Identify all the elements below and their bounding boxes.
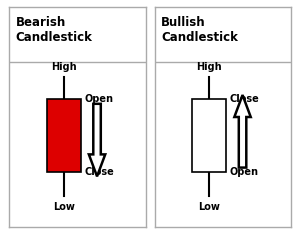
Text: Low: Low: [53, 202, 74, 212]
Bar: [192, 99, 226, 172]
Bar: [46, 99, 81, 172]
Text: Open: Open: [230, 167, 259, 177]
Text: Low: Low: [198, 202, 220, 212]
Polygon shape: [89, 104, 105, 176]
Text: High: High: [196, 62, 222, 72]
Text: Close: Close: [84, 167, 114, 177]
Text: High: High: [51, 62, 76, 72]
Text: Bearish
Candlestick: Bearish Candlestick: [16, 16, 93, 44]
Text: Open: Open: [84, 94, 113, 104]
Text: Close: Close: [230, 94, 259, 104]
Text: Bullish
Candlestick: Bullish Candlestick: [161, 16, 238, 44]
Polygon shape: [234, 95, 251, 168]
